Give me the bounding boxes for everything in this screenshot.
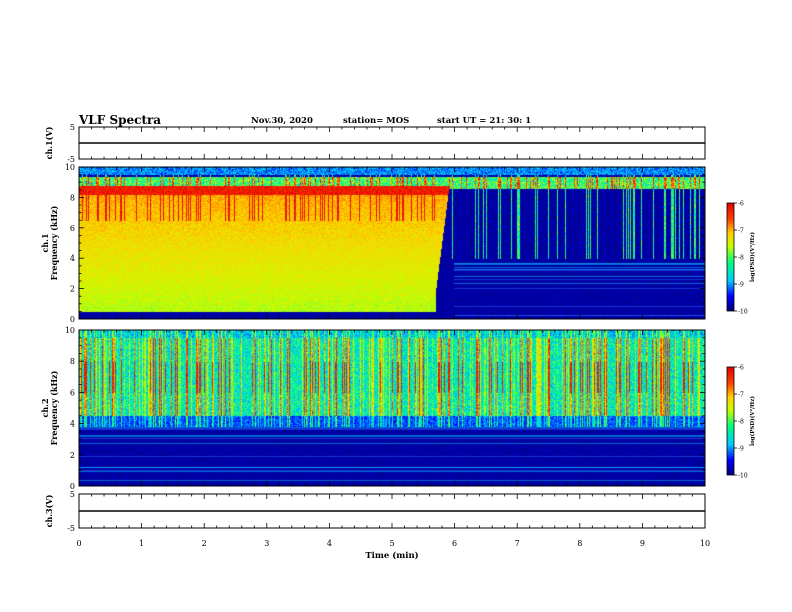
y-tick-label: -5 <box>67 524 75 533</box>
colorbar-tick-label: -10 <box>738 473 748 480</box>
colorbar-tick-label: -6 <box>738 365 744 372</box>
x-tick-label: 9 <box>640 539 645 548</box>
colorbar-tick-label: -9 <box>738 282 744 289</box>
y-tick-label: 0 <box>70 482 75 491</box>
start-time-label: start UT = 21: 30: 1 <box>437 116 532 126</box>
x-tick-label: 1 <box>139 539 144 548</box>
y-axis-label: ch.1 <box>40 233 50 252</box>
colorbar-tick-label: -6 <box>738 201 744 208</box>
y-tick-label: 2 <box>70 451 75 460</box>
y-tick-label: 8 <box>70 357 75 366</box>
y-tick-label: 10 <box>65 326 75 335</box>
y-tick-label: 6 <box>70 224 75 233</box>
y-axis-label: Frequency (kHz) <box>49 205 59 280</box>
colorbar <box>726 366 735 476</box>
x-tick-label: 10 <box>700 539 710 548</box>
y-tick-label: 10 <box>65 163 75 172</box>
y-tick-label: -5 <box>67 155 75 164</box>
colorbar-tick-label: -8 <box>738 419 744 426</box>
date-label: Nov.30, 2020 <box>251 116 313 126</box>
colorbar-tick-label: -10 <box>738 309 748 316</box>
x-tick-label: 7 <box>515 539 520 548</box>
x-axis-label: Time (min) <box>365 550 418 561</box>
spectrogram-image <box>79 167 705 319</box>
y-axis-label: ch.3(V) <box>44 494 54 527</box>
colorbar-tick-label: -8 <box>738 255 744 262</box>
colorbar-tick-label: -7 <box>738 228 744 235</box>
y-tick-label: 0 <box>70 315 75 324</box>
spectrogram-image <box>79 330 705 486</box>
x-tick-label: 3 <box>264 539 269 548</box>
y-tick-label: 4 <box>70 254 75 263</box>
colorbar-tick-label: -9 <box>738 446 744 453</box>
x-tick-label: 2 <box>202 539 207 548</box>
x-tick-label: 5 <box>389 539 394 548</box>
figure-title: VLF Spectra <box>79 113 162 127</box>
x-tick-label: 4 <box>327 539 332 548</box>
y-tick-label: 6 <box>70 388 75 397</box>
y-tick-label: 8 <box>70 193 75 202</box>
x-tick-label: 0 <box>76 539 81 548</box>
x-tick-label: 6 <box>452 539 457 548</box>
x-tick-label: 8 <box>577 539 582 548</box>
station-label: station= MOS <box>343 116 410 126</box>
colorbar-label: log(PSD)(V²/Hz) <box>749 396 756 446</box>
y-tick-label: 5 <box>70 490 75 499</box>
colorbar-label: log(PSD)(V²/Hz) <box>749 232 756 282</box>
y-axis-label: Frequency (kHz) <box>49 370 59 445</box>
colorbar-tick-label: -7 <box>738 392 744 399</box>
y-tick-label: 4 <box>70 420 75 429</box>
y-axis-label: ch.1(V) <box>44 126 54 159</box>
colorbar <box>726 202 735 312</box>
y-tick-label: 5 <box>70 123 75 132</box>
y-tick-label: 2 <box>70 285 75 294</box>
y-axis-label: ch.2 <box>40 398 50 417</box>
